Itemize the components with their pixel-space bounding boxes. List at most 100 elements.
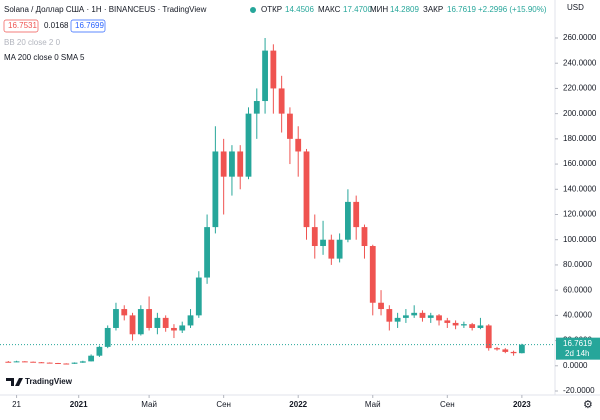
candle-body <box>369 246 376 303</box>
low-value: 14.2809 <box>390 5 419 14</box>
symbol-title: Solana / Доллар США · 1Н · BINANCEUS · T… <box>4 5 207 14</box>
candle-body <box>295 138 302 152</box>
candle-body <box>104 327 111 347</box>
candle-body <box>510 351 517 354</box>
candle-body <box>71 362 78 364</box>
candle-body <box>278 88 285 114</box>
countdown: 2d 14h <box>565 349 589 358</box>
bb-value: 16.7699 <box>75 21 104 30</box>
candle-body <box>361 227 368 247</box>
y-tick-label: 40.0000 <box>563 310 592 319</box>
candle-body <box>137 309 144 335</box>
candle-body <box>63 363 70 365</box>
candle-body <box>518 344 525 354</box>
y-tick-label: 80.0000 <box>563 260 592 269</box>
currency: USD <box>567 3 584 12</box>
candle-body <box>245 113 252 177</box>
y-tick-label: 160.0000 <box>563 159 597 168</box>
candle-body <box>154 317 161 328</box>
candle-body <box>328 239 335 259</box>
open-label: ОТКР <box>261 5 282 14</box>
x-tick-label: Май <box>365 400 381 409</box>
y-tick-label: 100.0000 <box>563 235 597 244</box>
x-tick-label: 2023 <box>513 400 531 409</box>
candle-body <box>262 50 268 102</box>
candle-body <box>88 355 95 362</box>
candle-body <box>477 325 484 328</box>
candle-body <box>79 361 86 363</box>
status-dot <box>250 7 256 13</box>
high-label: МАКС <box>318 5 341 14</box>
high-value: 17.4700 <box>343 5 372 14</box>
bb-value: 0.0168 <box>44 21 69 30</box>
candle-body <box>121 309 128 316</box>
indicator-label: BB 20 close 2 0 <box>4 38 61 47</box>
bb-box <box>70 19 106 33</box>
y-tick-label: 0.0000 <box>563 361 588 370</box>
y-tick-label: 140.0000 <box>563 184 597 193</box>
candle-body <box>452 322 459 326</box>
candle-body <box>113 309 119 328</box>
candle-body <box>411 312 418 316</box>
candle-body <box>13 361 20 363</box>
indicator-label: MA 200 close 0 SMA 5 <box>4 53 85 62</box>
candle-body <box>336 239 343 259</box>
candle-body <box>21 361 28 363</box>
settings-icon[interactable]: ⚙ <box>583 399 593 411</box>
candle-body <box>427 315 434 318</box>
logo-text: TradingView <box>25 377 73 386</box>
candle-body <box>436 315 442 321</box>
y-tick-label: 200.0000 <box>563 109 597 118</box>
candle-body <box>469 324 476 328</box>
candle-body <box>195 277 202 316</box>
candle-body <box>287 113 293 139</box>
candle-body <box>146 309 153 328</box>
y-tick-label: 180.0000 <box>563 134 597 143</box>
y-tick-label: 120.0000 <box>563 210 597 219</box>
candle-body <box>187 315 194 326</box>
candle-body <box>220 151 227 177</box>
candle-body <box>253 101 260 114</box>
candle-body <box>171 327 177 331</box>
bb-box <box>3 19 39 33</box>
candle-body <box>237 151 244 177</box>
candle-body <box>303 151 310 228</box>
y-tick-label: 240.0000 <box>563 58 597 67</box>
candle-body <box>5 361 12 363</box>
candle-body <box>96 346 103 356</box>
x-tick-label: 2021 <box>70 400 88 409</box>
y-tick-label: 220.0000 <box>563 84 597 93</box>
y-tick-label: 60.0000 <box>563 285 592 294</box>
y-tick-label: 260.0000 <box>563 33 597 42</box>
candle-body <box>38 362 45 364</box>
candle-body <box>55 363 61 365</box>
candle-body <box>402 315 409 318</box>
last-price-box <box>556 337 600 360</box>
candle-body <box>204 227 210 278</box>
candle-body <box>179 325 186 331</box>
candle-body <box>229 151 235 177</box>
candle-body <box>444 320 451 323</box>
bb-value: 16.7531 <box>8 21 37 30</box>
close-label: ЗАКР <box>423 5 443 14</box>
low-label: МИН <box>370 5 388 14</box>
last-price-label: 16.7619 <box>563 339 592 348</box>
x-tick-label: Сен <box>216 400 231 409</box>
candle-body <box>419 312 426 318</box>
candle-body <box>378 302 384 310</box>
candle-body <box>494 348 500 350</box>
x-tick-label: Май <box>141 400 157 409</box>
close-value: 16.7619 <box>447 5 476 14</box>
candle-body <box>320 239 326 247</box>
candle-body <box>46 362 53 364</box>
candle-body <box>30 361 37 363</box>
candle-body <box>162 317 169 328</box>
x-tick-label: 21 <box>12 400 21 409</box>
candle-body <box>386 309 393 322</box>
y-tick-label: -20.0000 <box>563 386 595 395</box>
candle-body <box>345 201 351 240</box>
x-tick-label: 2022 <box>289 400 307 409</box>
logo-icon <box>6 378 23 386</box>
